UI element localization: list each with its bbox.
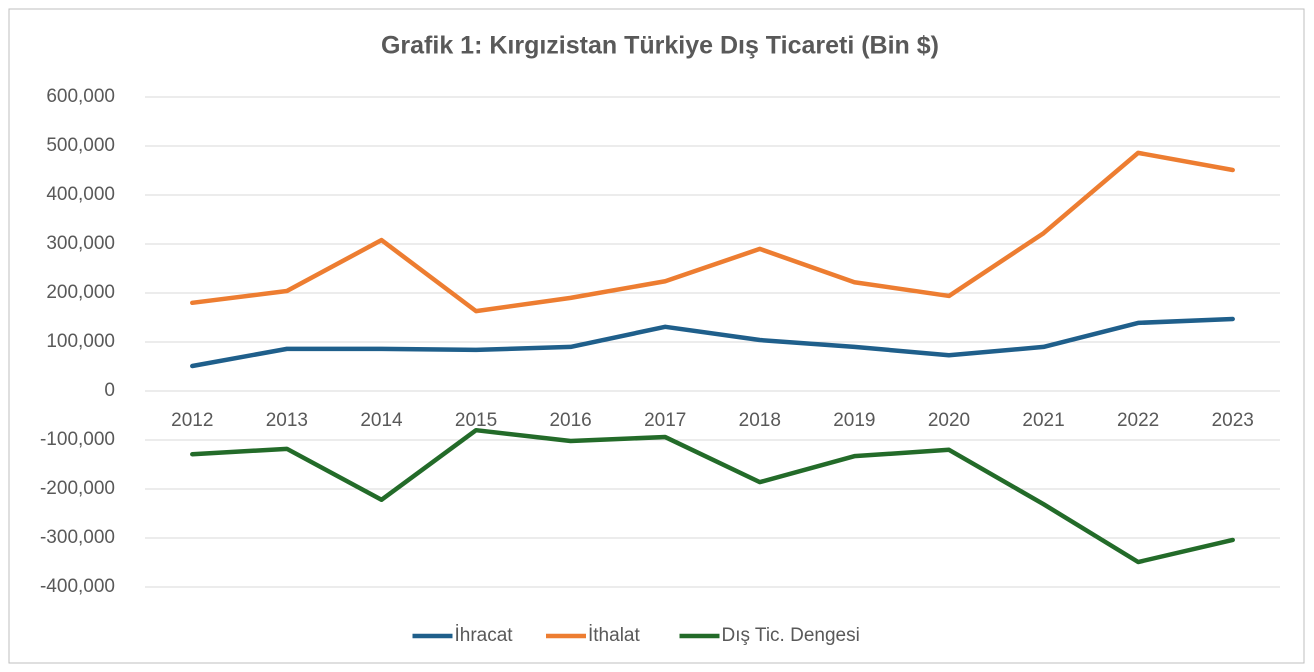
x-tick-label: 2013 <box>266 410 308 431</box>
x-tick-label: 2023 <box>1212 410 1254 431</box>
x-tick-label: 2014 <box>360 410 403 431</box>
y-tick-label: -300,000 <box>40 527 115 548</box>
chart-border <box>8 8 1305 664</box>
x-tick-label: 2020 <box>928 410 970 431</box>
x-tick-label: 2017 <box>644 410 686 431</box>
x-tick-label: 2021 <box>1022 410 1064 431</box>
series-line <box>190 427 1235 565</box>
x-tick-label: 2016 <box>549 410 591 431</box>
y-tick-label: 100,000 <box>46 331 115 352</box>
y-tick-label: -100,000 <box>40 429 115 450</box>
y-tick-label: 500,000 <box>46 135 115 156</box>
x-tick-label: 2022 <box>1117 410 1159 431</box>
x-tick-label: 2019 <box>833 410 875 431</box>
chart-title: Grafik 1: Kırgızistan Türkiye Dış Ticare… <box>381 32 939 60</box>
y-tick-label: -200,000 <box>40 478 115 499</box>
y-tick-label: -400,000 <box>40 576 115 597</box>
series-line <box>190 150 1235 314</box>
legend-label: Dış Tic. Dengesi <box>722 625 860 646</box>
legend-label: İthalat <box>588 625 640 646</box>
series-line <box>190 316 1235 369</box>
x-tick-label: 2018 <box>739 410 781 431</box>
legend-label: İhracat <box>455 625 514 646</box>
y-tick-label: 400,000 <box>46 184 115 205</box>
y-tick-label: 300,000 <box>46 233 115 254</box>
x-tick-label: 2015 <box>455 410 497 431</box>
y-tick-label: 0 <box>104 380 115 401</box>
y-tick-label: 200,000 <box>46 282 115 303</box>
x-tick-label: 2012 <box>171 410 213 431</box>
y-tick-label: 600,000 <box>46 86 115 107</box>
